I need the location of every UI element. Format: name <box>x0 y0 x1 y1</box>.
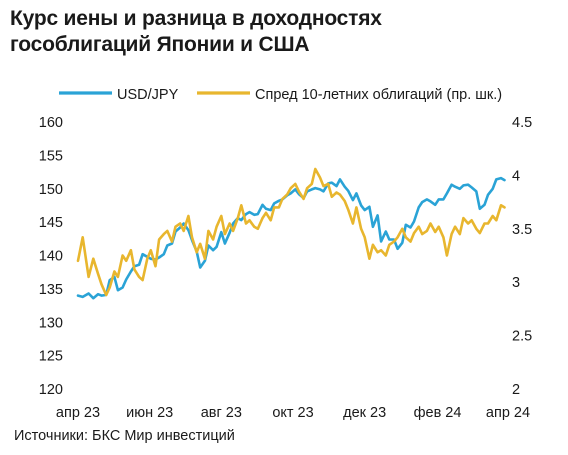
right-axis-tick-label: 4 <box>512 168 520 184</box>
left-axis-tick-label: 130 <box>39 315 63 331</box>
x-axis-tick-label: апр 24 <box>486 405 530 421</box>
left-axis-tick-label: 120 <box>39 382 63 398</box>
left-axis-tick-label: 155 <box>39 148 63 164</box>
left-axis-tick-label: 135 <box>39 282 63 298</box>
x-axis-tick-label: фев 24 <box>414 405 462 421</box>
right-axis-tick-label: 4.5 <box>512 115 532 131</box>
x-axis-tick-label: дек 23 <box>343 405 386 421</box>
left-axis-tick-label: 145 <box>39 215 63 231</box>
spread-line <box>76 167 506 297</box>
left-axis-tick-label: 125 <box>39 349 63 365</box>
x-axis-tick-label: июн 23 <box>126 405 173 421</box>
legend-usdjpy-label: USD/JPY <box>117 87 179 103</box>
left-axis-tick-label: 160 <box>39 115 63 131</box>
chart-title-line-2: гособлигаций Японии и США <box>10 33 310 56</box>
usdjpy-line <box>76 176 506 300</box>
chart-title: Курс иены и разница в доходностях гособл… <box>10 6 558 58</box>
series-lines <box>76 167 506 300</box>
chart-title-line-1: Курс иены и разница в доходностях <box>10 7 382 30</box>
x-axis-tick-label: окт 23 <box>272 405 313 421</box>
x-axis-tick-label: апр 23 <box>56 405 100 421</box>
legend-spread-label: Спред 10-летних облигаций (пр. шк.) <box>255 87 502 103</box>
left-axis-tick-label: 140 <box>39 249 63 265</box>
x-axis-tick-label: авг 23 <box>201 405 242 421</box>
legend: USD/JPY Спред 10-летних облигаций (пр. ш… <box>59 87 502 103</box>
left-axis-tick-label: 150 <box>39 182 63 198</box>
source-note: Источники: БКС Мир инвестиций <box>14 428 235 444</box>
right-axis-tick-label: 2 <box>512 382 520 398</box>
x-axis: апр 23 июн 23 авг 23 окт 23 дек 23 фев 24 апр … <box>56 405 530 421</box>
right-axis-tick-label: 3.5 <box>512 222 532 238</box>
right-y-axis: 4.5 4 3.5 3 2.5 2 <box>512 115 532 398</box>
right-axis-tick-label: 3 <box>512 275 520 291</box>
left-y-axis: 160 155 150 145 140 135 130 125 120 <box>39 115 63 398</box>
right-axis-tick-label: 2.5 <box>512 329 532 345</box>
